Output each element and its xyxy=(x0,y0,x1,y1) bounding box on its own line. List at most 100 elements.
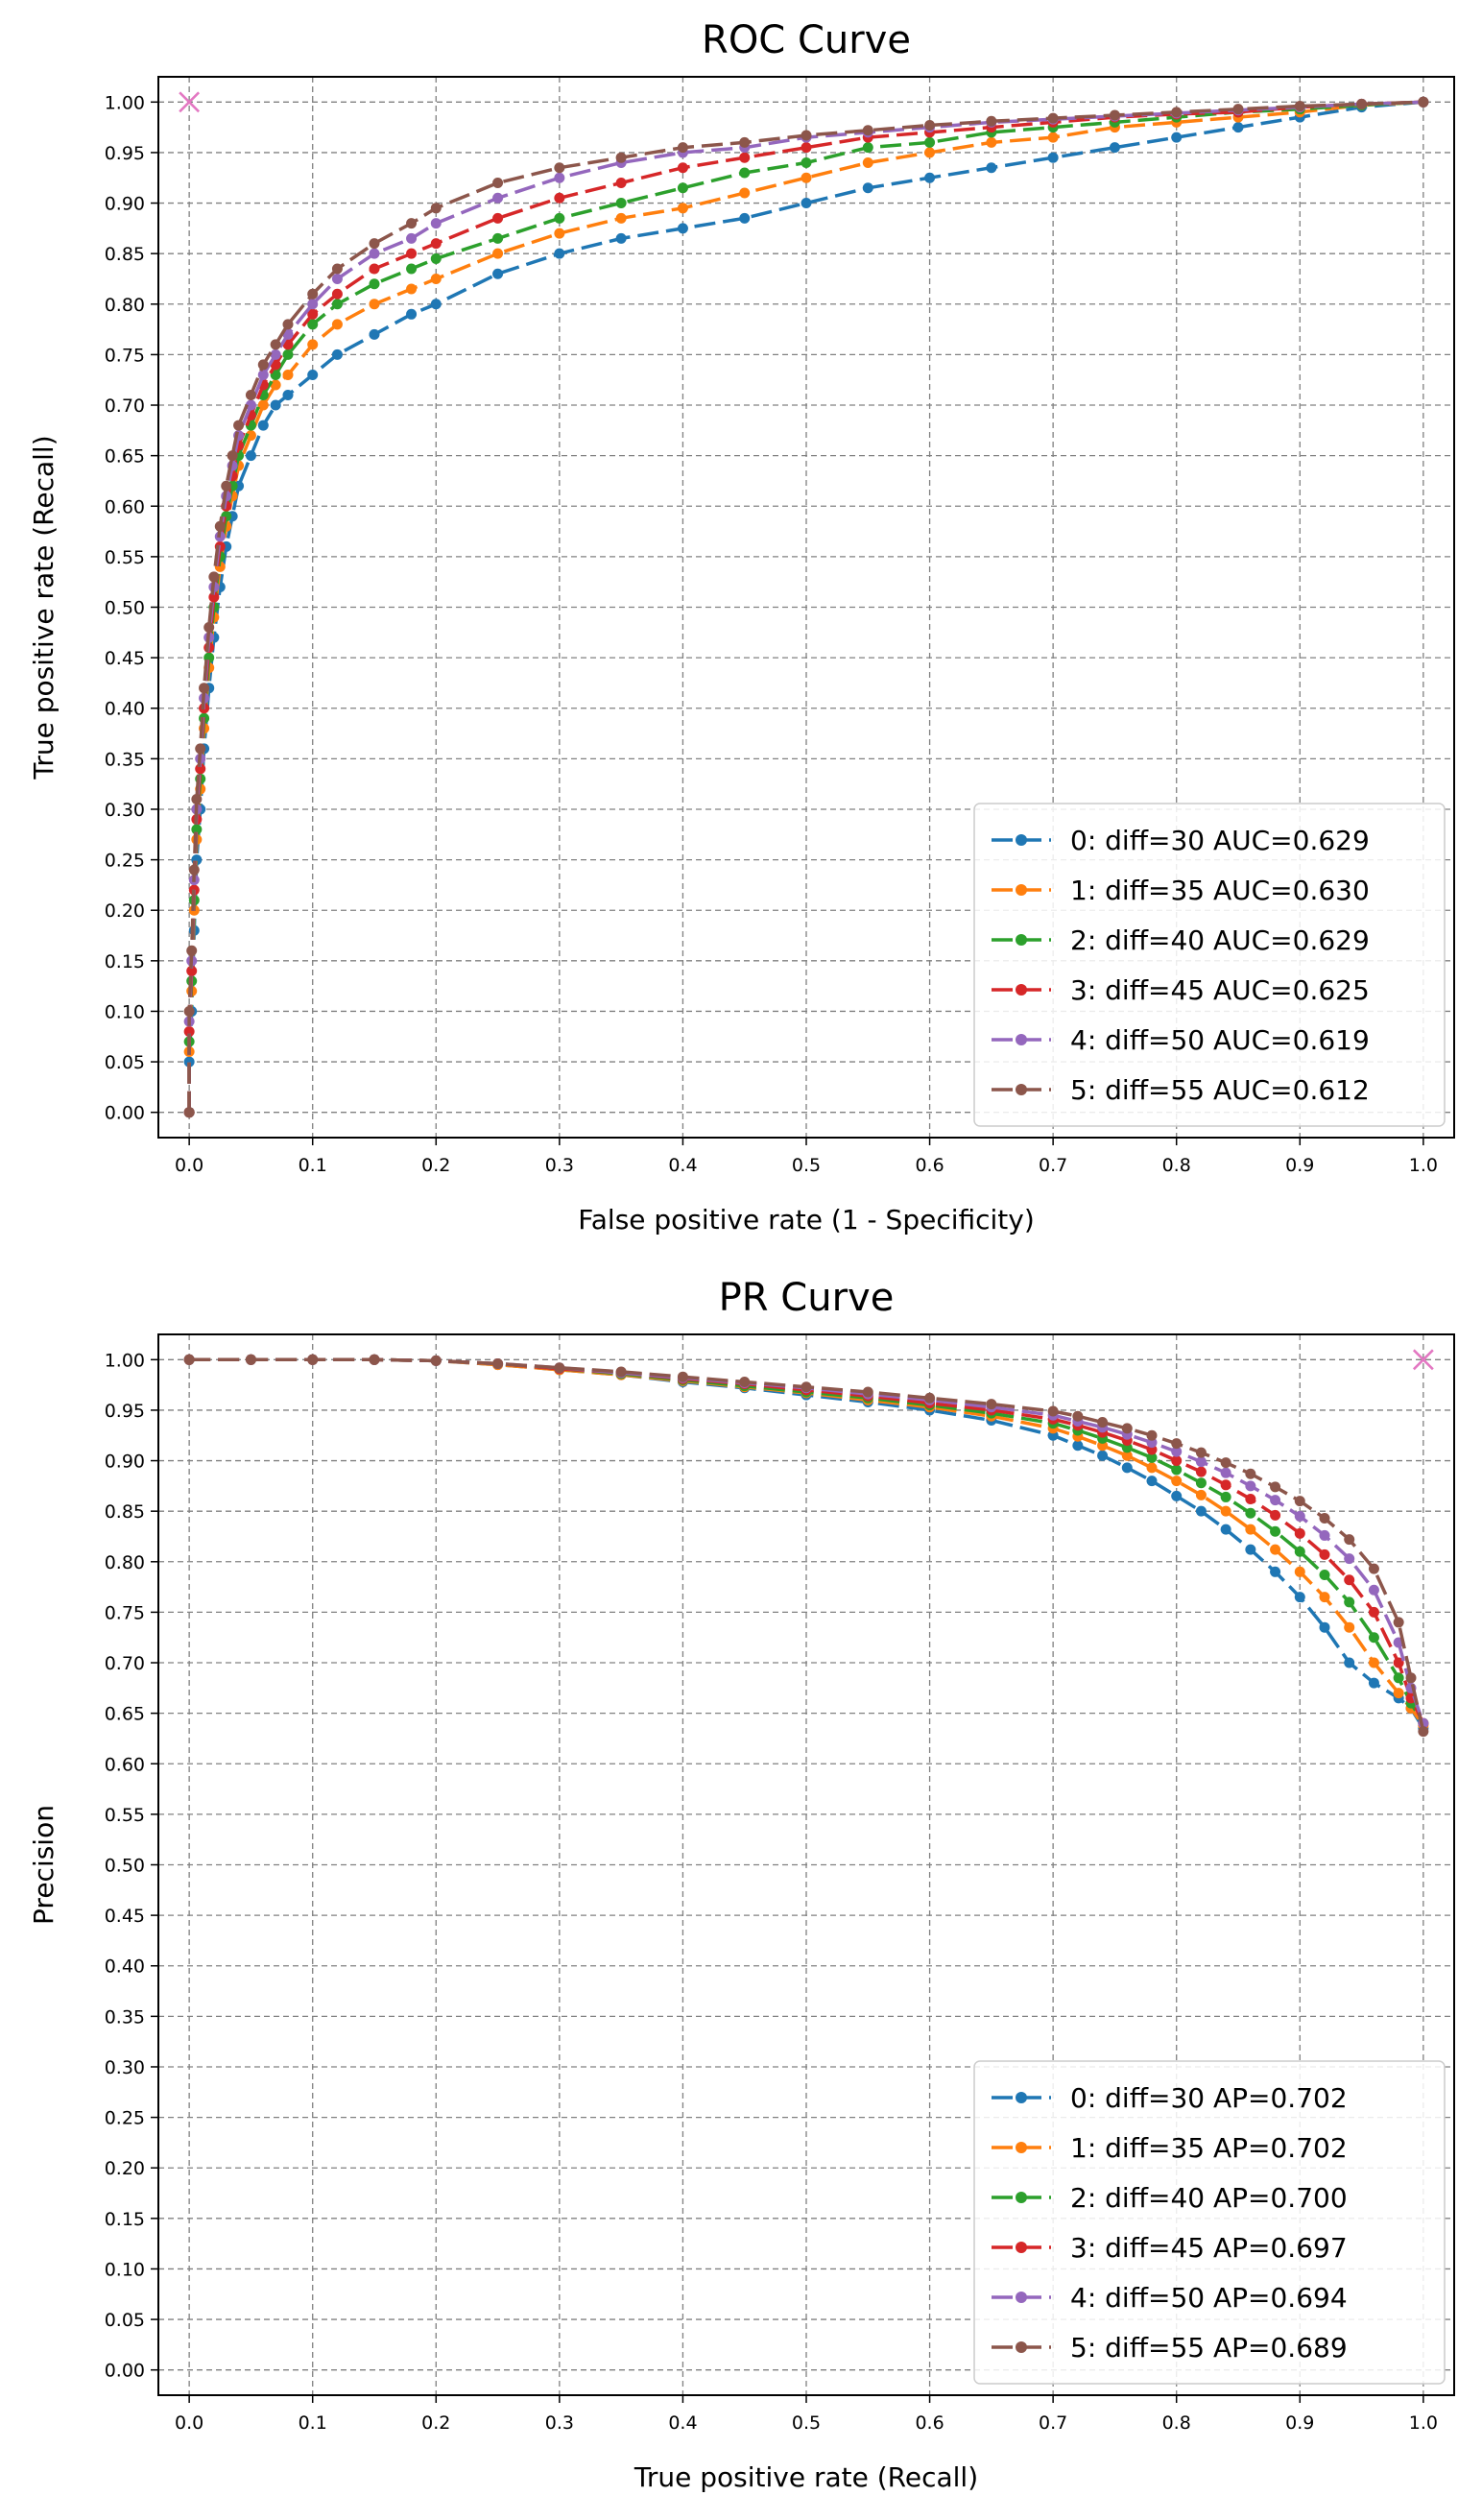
legend-swatch-marker xyxy=(1016,1034,1027,1045)
legend-swatch-marker xyxy=(1016,884,1027,896)
legend-label: 0: diff=30 AUC=0.629 xyxy=(1070,825,1370,856)
data-point xyxy=(369,328,380,340)
data-point xyxy=(1097,1450,1109,1461)
data-point xyxy=(430,1355,442,1366)
legend-label: 1: diff=35 AP=0.702 xyxy=(1070,2132,1348,2164)
data-point xyxy=(1319,1513,1330,1524)
series-5 xyxy=(183,96,1429,1118)
data-point xyxy=(1344,1596,1355,1608)
data-point xyxy=(615,232,627,244)
x-tick-label: 0.7 xyxy=(1039,1155,1067,1176)
series-line xyxy=(187,100,1423,1113)
series-line xyxy=(187,100,1424,1113)
y-tick-label: 0.40 xyxy=(105,1956,145,1978)
y-tick-label: 0.00 xyxy=(105,2361,145,2382)
pr-legend: 0: diff=30 AP=0.702 1: diff=35 AP=0.702 2:… xyxy=(973,2060,1446,2385)
data-point xyxy=(677,162,688,174)
x-tick-label: 0.6 xyxy=(915,1155,944,1176)
y-tick-label: 0.95 xyxy=(105,143,145,164)
data-point xyxy=(1368,1677,1379,1689)
data-point xyxy=(1368,1584,1379,1596)
data-point xyxy=(406,308,418,320)
data-point xyxy=(270,339,281,350)
legend-label: 0: diff=30 AP=0.702 xyxy=(1070,2082,1348,2114)
legend-item: 5: diff=55 AP=0.689 xyxy=(992,2332,1348,2364)
legend-item: 5: diff=55 AUC=0.612 xyxy=(992,1074,1370,1106)
data-point xyxy=(554,228,565,239)
data-point xyxy=(1393,1617,1404,1628)
data-point xyxy=(1146,1462,1158,1474)
data-point xyxy=(1294,1566,1305,1577)
x-tick-label: 0.3 xyxy=(545,1155,574,1176)
data-point xyxy=(801,156,812,168)
data-point xyxy=(1171,1490,1183,1501)
data-point xyxy=(1232,104,1244,115)
legend-swatch-marker xyxy=(1016,1084,1027,1095)
legend-swatch-marker xyxy=(1016,2242,1027,2253)
legend-item: 4: diff=50 AUC=0.619 xyxy=(992,1024,1370,1056)
data-point xyxy=(1097,1417,1109,1428)
y-tick-label: 0.95 xyxy=(105,1401,145,1422)
data-point xyxy=(1171,1446,1183,1457)
data-point xyxy=(331,319,343,330)
data-point xyxy=(257,369,269,380)
data-point xyxy=(554,172,565,183)
data-point xyxy=(677,142,688,154)
x-tick-label: 0.6 xyxy=(915,2412,944,2434)
data-point xyxy=(924,147,936,158)
data-point xyxy=(331,273,343,284)
data-point xyxy=(554,162,565,174)
y-tick-label: 0.05 xyxy=(105,2310,145,2331)
data-point xyxy=(1418,1726,1429,1738)
data-point xyxy=(862,1386,873,1398)
data-point xyxy=(1344,1621,1355,1633)
data-point xyxy=(1232,122,1244,133)
marker-stroke xyxy=(179,91,201,113)
data-point xyxy=(1146,1452,1158,1463)
x-tick-label: 0.4 xyxy=(668,1155,697,1176)
y-tick-label: 0.25 xyxy=(105,851,145,872)
legend-label: 5: diff=55 AP=0.689 xyxy=(1070,2332,1348,2364)
y-tick-label: 0.50 xyxy=(105,1856,145,1877)
legend-item: 0: diff=30 AP=0.702 xyxy=(992,2082,1348,2114)
data-point xyxy=(307,299,319,310)
data-point xyxy=(282,319,294,330)
data-point xyxy=(739,187,751,199)
data-point xyxy=(492,178,504,188)
x-tick-label: 0.4 xyxy=(668,2412,697,2434)
data-point xyxy=(615,178,627,188)
x-tick-label: 0.8 xyxy=(1162,1155,1191,1176)
data-point xyxy=(1393,1688,1404,1699)
data-point xyxy=(492,212,504,224)
y-tick-label: 0.45 xyxy=(105,1906,145,1927)
data-point xyxy=(369,248,380,259)
data-point xyxy=(307,1354,319,1365)
y-tick-label: 0.90 xyxy=(105,1452,145,1473)
legend-box xyxy=(973,2060,1446,2385)
data-point xyxy=(186,965,198,976)
data-point xyxy=(331,263,343,275)
data-point xyxy=(677,1371,688,1382)
data-point xyxy=(270,399,281,411)
data-point xyxy=(430,252,442,264)
data-point xyxy=(554,212,565,224)
data-point xyxy=(1195,1456,1207,1468)
y-tick-label: 0.85 xyxy=(105,244,145,265)
x-tick-label: 0.9 xyxy=(1285,1155,1314,1176)
pr-ticks: 0.0 0.1 0.2 0.3 0.4 0.5 0.6 0.7 0.8 0.9 1.0 0.00 0.0… xyxy=(105,1350,1438,2434)
data-point xyxy=(924,1392,936,1404)
data-point xyxy=(801,198,812,209)
data-point xyxy=(183,1107,195,1118)
data-point xyxy=(183,1005,195,1017)
data-point xyxy=(1072,1410,1084,1422)
y-tick-label: 0.15 xyxy=(105,951,145,972)
data-point xyxy=(331,299,343,310)
legend-swatch-marker xyxy=(1016,2092,1027,2103)
data-point xyxy=(1294,1592,1305,1603)
data-point xyxy=(1368,1606,1379,1618)
x-tick-label: 0.5 xyxy=(792,1155,821,1176)
legend-label: 1: diff=35 AUC=0.630 xyxy=(1070,875,1370,906)
pr-ylabel: Precision xyxy=(28,1805,60,1925)
data-point xyxy=(307,288,319,300)
